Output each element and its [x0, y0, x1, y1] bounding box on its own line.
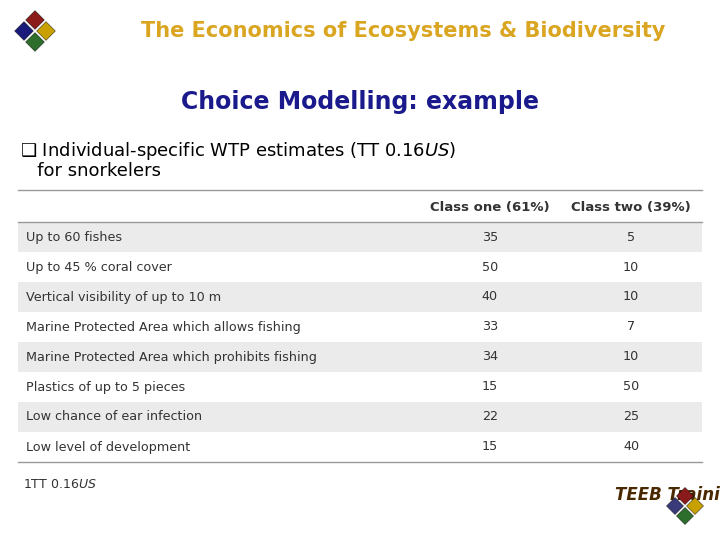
Text: 1TT$ ~ 0.16US$: 1TT$ ~ 0.16US$ — [23, 478, 96, 491]
Bar — [18, 252, 702, 282]
Text: Plastics of up to 5 pieces: Plastics of up to 5 pieces — [26, 381, 185, 394]
Bar — [18, 402, 702, 432]
Bar — [18, 282, 702, 312]
Polygon shape — [26, 11, 45, 29]
Text: The Economics of Ecosystems & Biodiversity: The Economics of Ecosystems & Biodiversi… — [141, 21, 665, 41]
Text: Low chance of ear infection: Low chance of ear infection — [26, 410, 202, 423]
Polygon shape — [677, 508, 693, 524]
Text: 35: 35 — [482, 231, 498, 244]
Text: 10: 10 — [623, 260, 639, 273]
Text: Low level of development: Low level of development — [26, 441, 190, 454]
Bar — [18, 312, 702, 342]
Text: TEEB Training: TEEB Training — [615, 486, 720, 504]
Text: Up to 45 % coral cover: Up to 45 % coral cover — [26, 260, 172, 273]
Text: Class two (39%): Class two (39%) — [571, 200, 691, 213]
Text: Vertical visibility of up to 10 m: Vertical visibility of up to 10 m — [26, 291, 221, 303]
Text: Class one (61%): Class one (61%) — [430, 200, 550, 213]
Text: 7: 7 — [627, 321, 635, 334]
Text: for snorkelers: for snorkelers — [20, 162, 161, 180]
Polygon shape — [667, 497, 683, 515]
Text: 15: 15 — [482, 441, 498, 454]
Text: 40: 40 — [623, 441, 639, 454]
Bar — [18, 222, 702, 252]
Text: 22: 22 — [482, 410, 498, 423]
Text: 50: 50 — [482, 260, 498, 273]
Polygon shape — [677, 488, 693, 504]
Text: Up to 60 fishes: Up to 60 fishes — [26, 231, 122, 244]
Text: 50: 50 — [623, 381, 639, 394]
Text: 33: 33 — [482, 321, 498, 334]
Text: 25: 25 — [623, 410, 639, 423]
Polygon shape — [37, 22, 55, 40]
Text: Choice Modelling: example: Choice Modelling: example — [181, 90, 539, 114]
Bar — [18, 432, 702, 462]
Text: ❑ Individual-specific WTP estimates (TT$ ~ 0.16US$): ❑ Individual-specific WTP estimates (TT$… — [20, 140, 456, 162]
Polygon shape — [686, 497, 703, 515]
Text: 40: 40 — [482, 291, 498, 303]
Text: 10: 10 — [623, 291, 639, 303]
Text: Marine Protected Area which prohibits fishing: Marine Protected Area which prohibits fi… — [26, 350, 317, 363]
Bar — [18, 342, 702, 372]
Text: 5: 5 — [627, 231, 635, 244]
Polygon shape — [26, 32, 45, 51]
Text: 34: 34 — [482, 350, 498, 363]
Bar — [18, 372, 702, 402]
Text: Marine Protected Area which allows fishing: Marine Protected Area which allows fishi… — [26, 321, 301, 334]
Text: 10: 10 — [623, 350, 639, 363]
Text: 15: 15 — [482, 381, 498, 394]
Polygon shape — [14, 22, 33, 40]
